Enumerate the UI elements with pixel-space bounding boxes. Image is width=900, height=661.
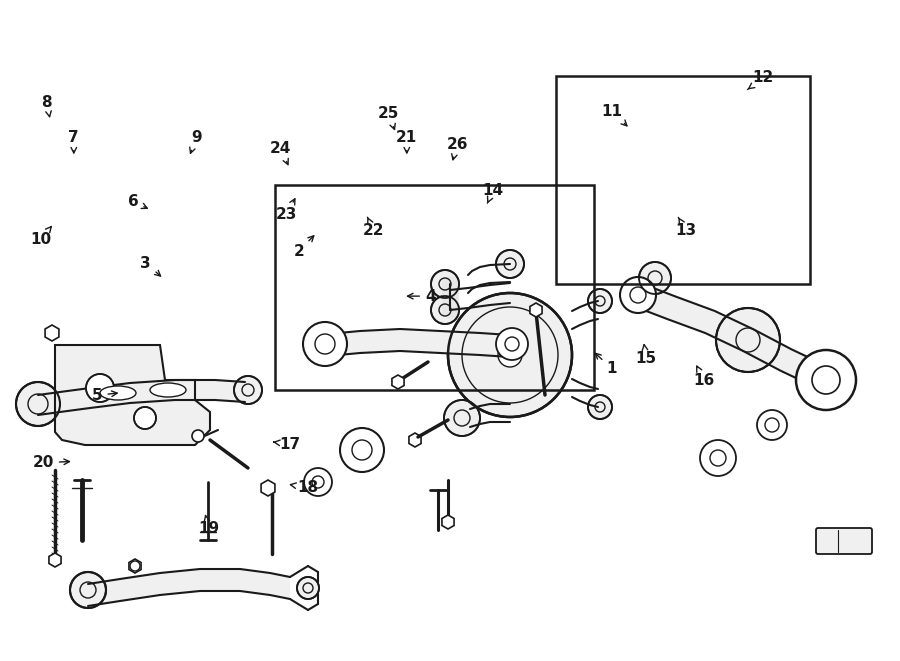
Text: 15: 15 xyxy=(635,344,657,366)
Polygon shape xyxy=(49,553,61,567)
Text: 13: 13 xyxy=(675,217,697,237)
Polygon shape xyxy=(55,345,210,445)
Text: 26: 26 xyxy=(446,137,468,160)
Circle shape xyxy=(86,374,114,402)
Text: 3: 3 xyxy=(140,256,160,276)
Text: 4: 4 xyxy=(408,289,436,303)
Circle shape xyxy=(304,468,332,496)
Text: 6: 6 xyxy=(128,194,148,209)
Polygon shape xyxy=(45,325,58,341)
Circle shape xyxy=(16,382,60,426)
Text: 14: 14 xyxy=(482,183,504,203)
Polygon shape xyxy=(261,480,274,496)
Text: 23: 23 xyxy=(275,199,297,222)
Text: 24: 24 xyxy=(270,141,292,165)
Polygon shape xyxy=(409,433,421,447)
Text: 2: 2 xyxy=(293,236,314,258)
Text: 10: 10 xyxy=(30,227,51,247)
Polygon shape xyxy=(530,303,542,317)
Circle shape xyxy=(431,296,459,324)
Text: 17: 17 xyxy=(274,437,301,451)
Polygon shape xyxy=(442,515,454,529)
Circle shape xyxy=(444,400,480,436)
Circle shape xyxy=(588,289,612,313)
Circle shape xyxy=(700,440,736,476)
Circle shape xyxy=(588,395,612,419)
Text: 21: 21 xyxy=(396,130,418,153)
Text: 19: 19 xyxy=(198,516,220,536)
Text: 20: 20 xyxy=(32,455,69,470)
Circle shape xyxy=(70,572,106,608)
Polygon shape xyxy=(129,559,141,573)
Text: 7: 7 xyxy=(68,130,79,153)
Circle shape xyxy=(297,577,319,599)
Polygon shape xyxy=(392,375,404,389)
Circle shape xyxy=(303,322,347,366)
Circle shape xyxy=(639,262,671,294)
Text: 5: 5 xyxy=(92,388,117,403)
Circle shape xyxy=(716,308,780,372)
Polygon shape xyxy=(328,329,510,357)
Bar xyxy=(556,76,810,284)
Text: 1: 1 xyxy=(596,353,617,376)
Circle shape xyxy=(448,293,572,417)
Text: 16: 16 xyxy=(693,366,715,387)
Circle shape xyxy=(234,376,262,404)
Circle shape xyxy=(340,428,384,472)
Text: 18: 18 xyxy=(291,481,319,495)
Polygon shape xyxy=(88,569,290,606)
Circle shape xyxy=(757,410,787,440)
Text: 22: 22 xyxy=(363,217,384,237)
Text: 11: 11 xyxy=(601,104,627,126)
Circle shape xyxy=(431,270,459,298)
Polygon shape xyxy=(634,284,829,389)
Circle shape xyxy=(796,350,856,410)
Circle shape xyxy=(496,328,528,360)
Text: 8: 8 xyxy=(41,95,52,117)
FancyBboxPatch shape xyxy=(816,528,872,554)
Ellipse shape xyxy=(150,383,186,397)
Circle shape xyxy=(496,250,524,278)
Ellipse shape xyxy=(100,386,136,400)
Circle shape xyxy=(498,343,522,367)
Circle shape xyxy=(192,430,204,442)
Circle shape xyxy=(620,277,656,313)
Text: 25: 25 xyxy=(378,106,400,130)
Text: 9: 9 xyxy=(190,130,202,153)
Circle shape xyxy=(134,407,156,429)
Bar xyxy=(274,185,594,390)
Polygon shape xyxy=(38,380,245,415)
Text: 12: 12 xyxy=(748,71,774,89)
